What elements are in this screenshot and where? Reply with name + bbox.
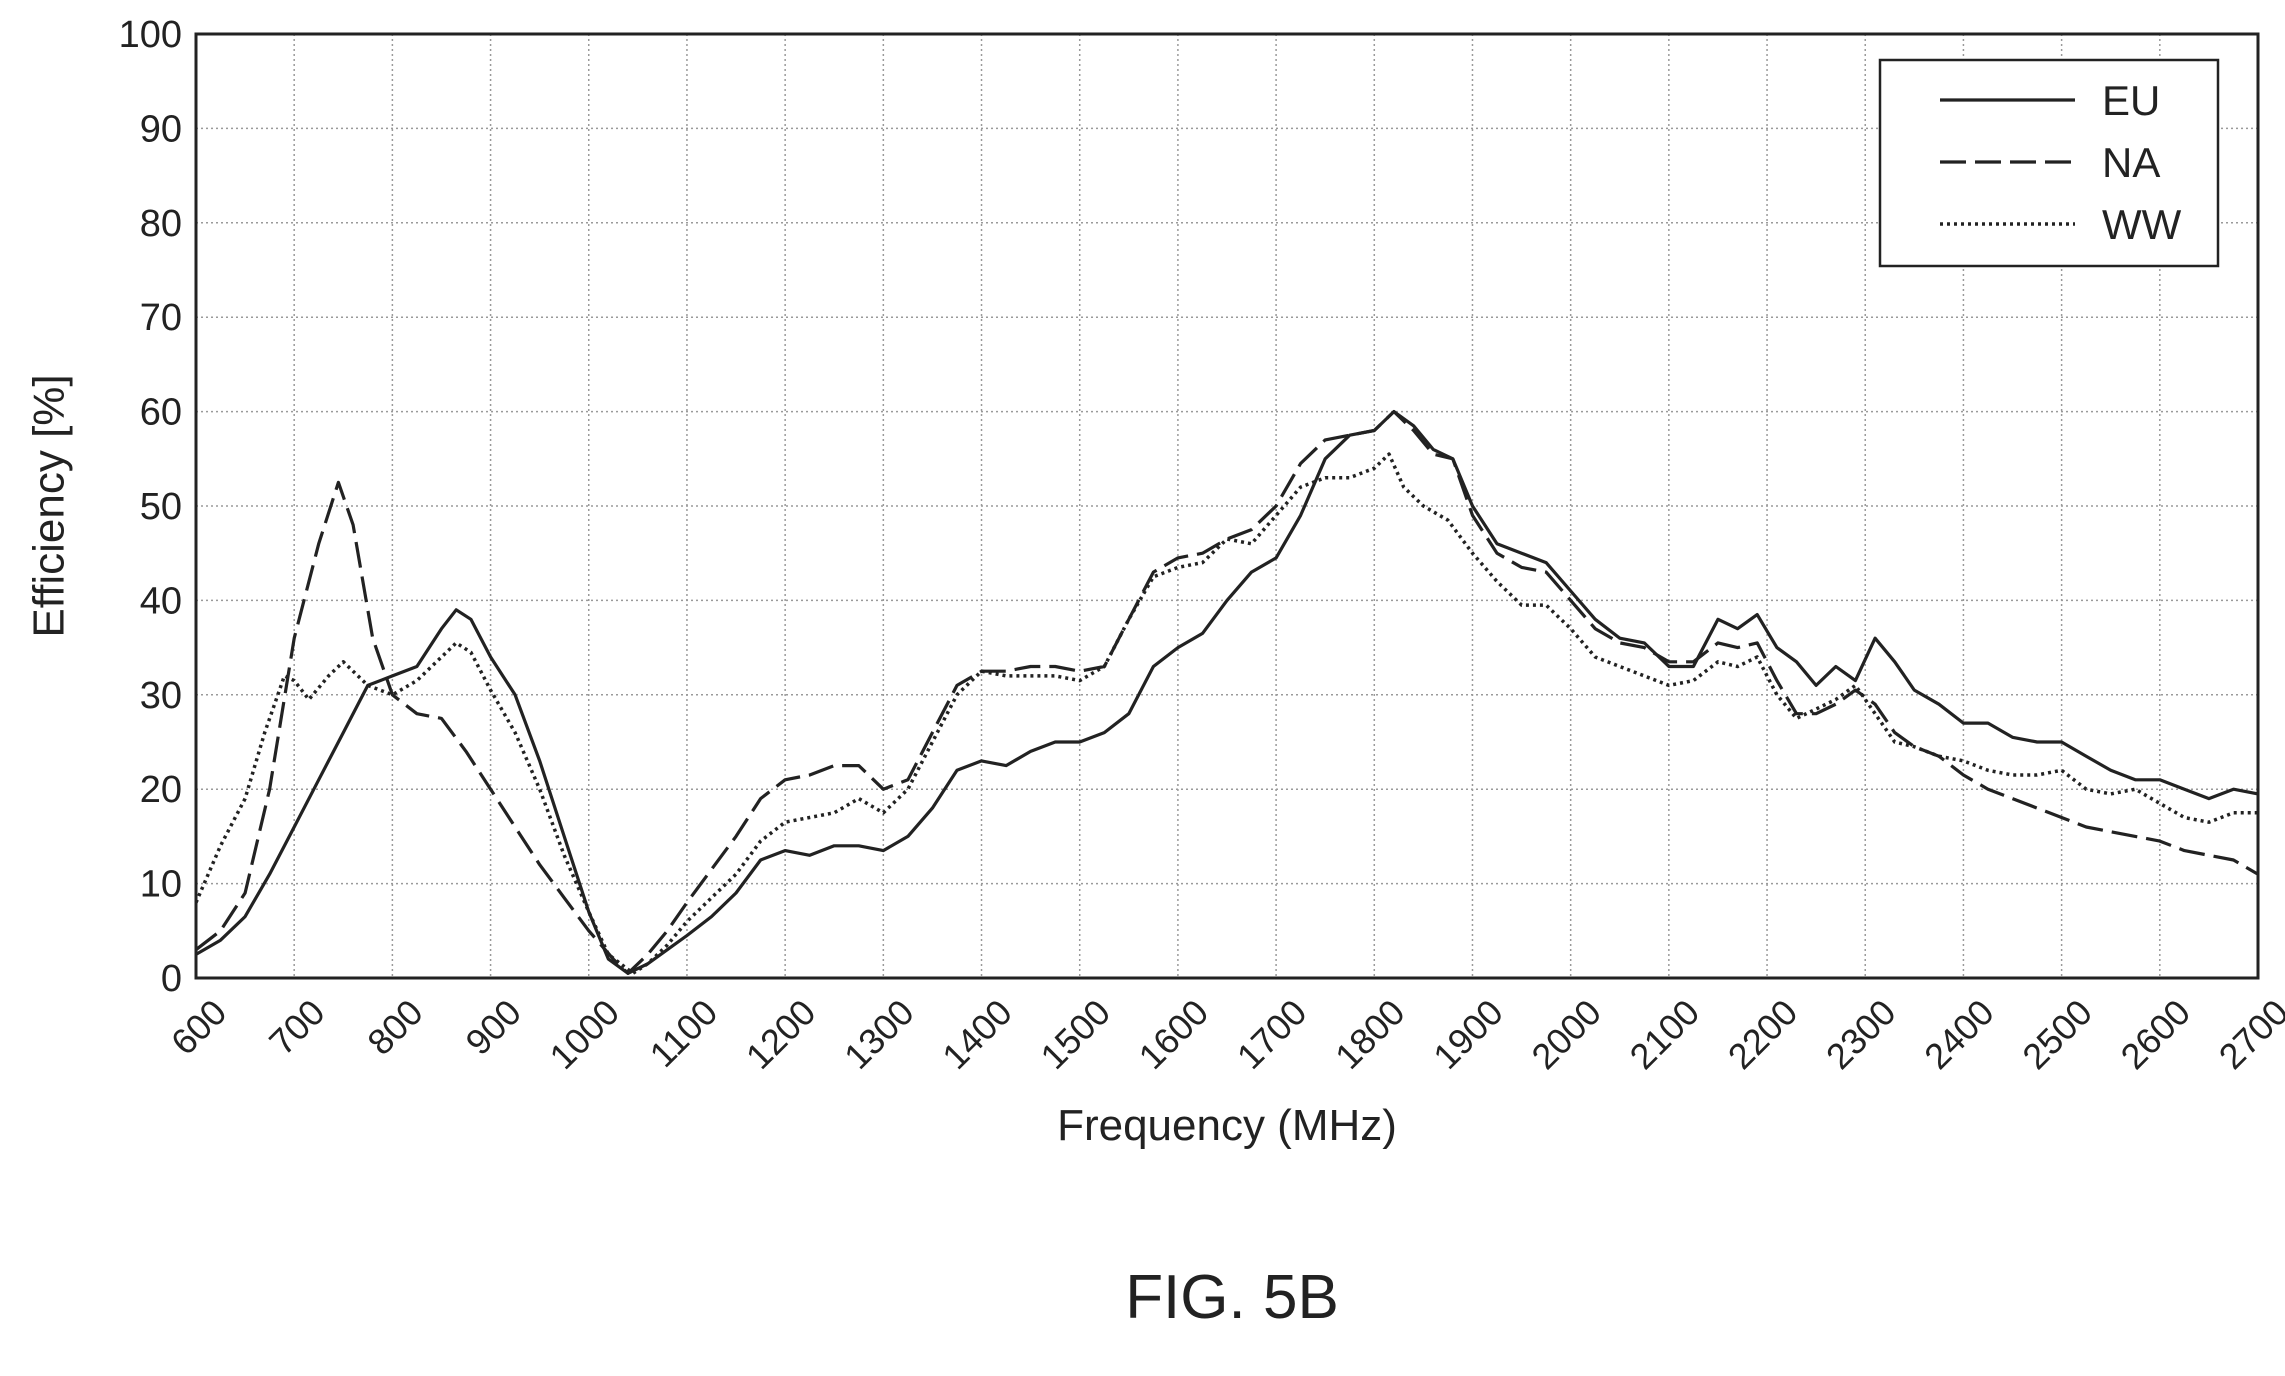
plot-frame — [194, 32, 2260, 980]
x-axis-label: Frequency (MHz) — [1057, 1101, 1397, 1150]
y-tick-label: 0 — [161, 958, 182, 1000]
y-tick-label: 40 — [140, 580, 182, 622]
figure-caption: FIG. 5B — [1125, 1263, 1339, 1332]
y-tick-label: 80 — [140, 203, 182, 245]
y-tick-label: 90 — [140, 108, 182, 150]
legend: EU NA WW — [1878, 58, 2220, 268]
y-tick-label: 50 — [140, 486, 182, 528]
y-tick-label: 60 — [140, 392, 182, 434]
series-line-ww — [194, 452, 2258, 976]
y-tick-label: 30 — [140, 675, 182, 717]
y-axis-label: Efficiency [%] — [25, 374, 74, 637]
y-tick-label: 10 — [140, 864, 182, 906]
y-tick-labels: 0 10 20 30 40 50 60 70 80 90 100 — [119, 14, 182, 1000]
series-line-eu — [195, 410, 2259, 975]
legend-label-ww: WW — [2102, 201, 2182, 248]
legend-label-na: NA — [2102, 139, 2160, 186]
y-tick-label: 20 — [140, 769, 182, 811]
series-line-na — [195, 410, 2259, 975]
series-layer — [194, 410, 2259, 976]
legend-label-eu: EU — [2102, 77, 2160, 124]
y-tick-label: 70 — [140, 297, 182, 339]
y-tick-label: 100 — [119, 14, 182, 56]
